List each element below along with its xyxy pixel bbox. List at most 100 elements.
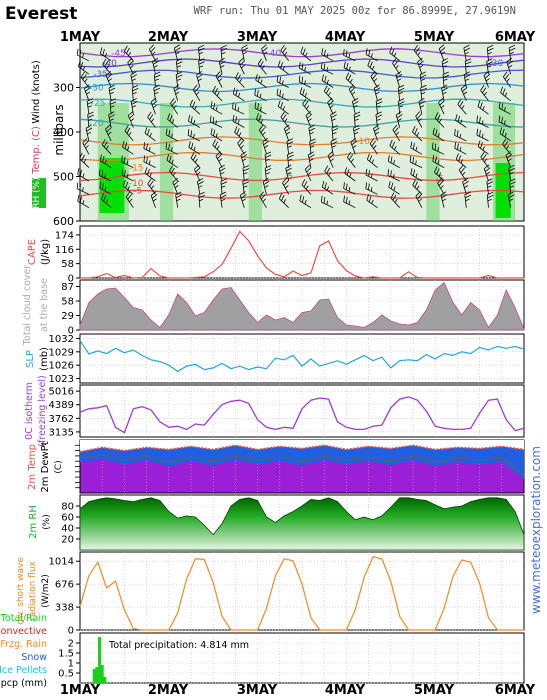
y-tick-label: 1014 xyxy=(49,557,74,568)
y-tick-label: 1 xyxy=(68,659,74,670)
wind-barb xyxy=(237,138,245,155)
date-label-bottom: 3MAY xyxy=(237,683,278,698)
wind-barb xyxy=(166,154,178,168)
temperature-contour xyxy=(79,136,525,146)
wind-barb xyxy=(486,191,494,208)
temp-label: 2m Temp xyxy=(27,444,38,490)
iso0-sublabel: (freezing level) xyxy=(37,375,48,446)
wind-barb xyxy=(441,84,448,101)
date-labels-top: 1MAY 2MAY 3MAY 4MAY 5MAY 6MAY xyxy=(60,30,536,45)
wind-barb xyxy=(505,151,513,168)
wind-barb xyxy=(220,44,228,61)
wind-barb xyxy=(409,155,423,168)
sw-y-axis: 0 338 676 1014 xyxy=(49,557,80,637)
wind-barb xyxy=(187,129,201,142)
wind-barb xyxy=(343,61,356,75)
date-label-bottom: 1MAY xyxy=(60,683,101,698)
wind-barb xyxy=(431,142,445,155)
wind-barb xyxy=(109,98,117,115)
wind-barb xyxy=(175,71,183,88)
wind-barb xyxy=(215,71,223,88)
wind-barb xyxy=(258,124,267,142)
wind-barb xyxy=(330,111,337,128)
wind-barb xyxy=(85,124,93,141)
wind-barb xyxy=(345,72,356,88)
wind-barb xyxy=(276,75,289,88)
contour-label: -40 xyxy=(102,59,117,69)
wind-barb xyxy=(280,111,290,128)
wind-barb xyxy=(173,44,181,61)
legend-ice-pellets: Ice Pellets xyxy=(0,665,47,676)
upper-air-rh-shading xyxy=(97,103,516,221)
temp-line xyxy=(79,444,525,453)
wind-barb xyxy=(76,182,90,195)
wind-label: Wind (knots) xyxy=(31,60,42,124)
wind-barb xyxy=(506,57,513,75)
wind-barb xyxy=(480,85,489,102)
wind-barb xyxy=(218,57,226,75)
y-tick-label: 1023 xyxy=(49,374,74,385)
wind-barb xyxy=(150,97,158,115)
watermark: www.meteoexploration.com xyxy=(529,446,543,614)
wind-barb xyxy=(105,71,113,88)
wind-barb xyxy=(438,97,445,115)
wind-barb xyxy=(215,151,223,168)
wind-barb xyxy=(152,57,159,75)
wind-barb xyxy=(124,45,134,62)
wind-barb xyxy=(437,178,445,195)
wind-barb xyxy=(389,46,400,62)
rh-label-background xyxy=(32,178,46,208)
wind-barb xyxy=(277,100,289,115)
contour-label: -15 xyxy=(129,164,144,174)
wind-barb xyxy=(99,47,112,62)
wind-barb xyxy=(131,84,139,101)
wind-barb xyxy=(321,48,334,62)
wind-barb xyxy=(321,180,334,195)
wind-barb xyxy=(209,115,223,128)
wind-barb xyxy=(498,101,511,115)
sw-label: dw. short wave xyxy=(16,557,26,625)
y-tick-label: 5016 xyxy=(49,387,74,398)
date-label-top: 4MAY xyxy=(325,30,366,45)
temp-top-fill xyxy=(80,440,524,452)
wind-barb xyxy=(197,178,204,195)
wind-barb xyxy=(442,71,450,88)
y-tick-label: 0 xyxy=(68,326,74,337)
cape-y-axis: 0 58 116 174 xyxy=(55,230,80,285)
slp-y-axis: 1023 1026 1029 1032 xyxy=(49,334,80,385)
contour-label: -10 xyxy=(129,179,144,189)
location-title: Everest xyxy=(5,4,77,24)
wind-barb xyxy=(197,44,205,61)
date-label-bottom: 6MAY xyxy=(495,683,536,698)
precip-y-axis: 0.511.52 xyxy=(58,639,80,680)
wind-barb xyxy=(455,153,467,168)
y-tick-label: 87 xyxy=(61,282,74,293)
wind-barb xyxy=(301,179,312,195)
wind-barb xyxy=(298,61,312,75)
precip-bar xyxy=(95,667,99,683)
wind-barb xyxy=(235,72,245,88)
wind-barb xyxy=(170,98,179,115)
wind-barb xyxy=(330,138,338,155)
rh-shade-block xyxy=(248,103,263,221)
temperature-contour xyxy=(79,69,525,79)
date-label-top: 5MAY xyxy=(414,30,455,45)
wind-barb xyxy=(440,191,448,208)
wind-barb xyxy=(320,195,334,209)
y-tick-label: 676 xyxy=(55,580,74,591)
wind-barb xyxy=(366,194,378,209)
wind-barb xyxy=(397,84,405,101)
wind-barb xyxy=(261,44,268,61)
wind-barb xyxy=(234,126,245,142)
rh2m-unit: (%) xyxy=(42,514,52,530)
precip-bar xyxy=(103,677,107,683)
y-tick-label: 58 xyxy=(61,297,74,308)
wind-barb xyxy=(99,154,112,168)
wind-barb xyxy=(210,128,223,142)
wind-barb xyxy=(477,140,489,155)
wind-barb xyxy=(232,87,245,102)
wind-barb xyxy=(375,111,383,128)
wind-barb xyxy=(298,75,312,88)
wind-barb xyxy=(76,48,90,62)
wind-barb xyxy=(169,165,179,182)
